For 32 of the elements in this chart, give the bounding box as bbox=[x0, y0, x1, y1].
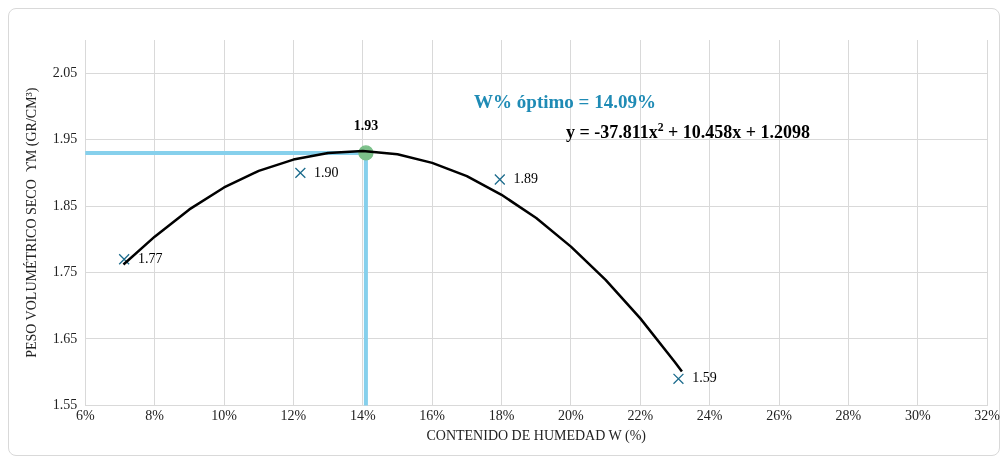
data-label: 1.59 bbox=[692, 370, 717, 386]
point bbox=[294, 167, 306, 179]
data-label: 1.90 bbox=[314, 164, 339, 180]
point bbox=[494, 173, 506, 186]
x-tick-label: 8% bbox=[145, 408, 165, 424]
y-axis-title: PESO VOLUMÉTRICO SECO ϒM (GR/CM³) bbox=[23, 87, 41, 358]
x-tick-label: 30% bbox=[904, 408, 931, 424]
x-tick-label: 28% bbox=[835, 408, 862, 424]
x-tick-label: 14% bbox=[349, 408, 376, 424]
point bbox=[672, 373, 685, 385]
x-tick-label: 32% bbox=[974, 408, 1001, 424]
y-tick-label: 1.95 bbox=[52, 131, 78, 147]
y-tick-label: 1.55 bbox=[52, 397, 78, 413]
y-tick-label: 1.85 bbox=[52, 197, 78, 213]
x-tick-label: 16% bbox=[419, 408, 446, 424]
y-tick-label: 1.65 bbox=[52, 330, 78, 346]
y-tick-label: 2.05 bbox=[52, 64, 78, 80]
x-tick-label: 20% bbox=[558, 408, 585, 424]
x-axis-title: CONTENIDO DE HUMEDAD W (%) bbox=[426, 428, 647, 445]
x-tick-label: 6% bbox=[75, 408, 95, 424]
x-tick-label: 26% bbox=[766, 408, 793, 424]
y-tick-label: 1.75 bbox=[52, 264, 78, 280]
data-label: 1.89 bbox=[513, 171, 539, 187]
x-tick-label: 12% bbox=[280, 408, 307, 424]
x-tick-label: 18% bbox=[488, 408, 515, 424]
x-tick-label: 10% bbox=[211, 408, 238, 424]
x-tick-label: 22% bbox=[627, 408, 654, 424]
annotation: W% óptimo = 14.09% bbox=[474, 91, 656, 112]
point bbox=[118, 253, 130, 265]
data-label: 1.77 bbox=[137, 250, 163, 266]
data-label: 1.93 bbox=[353, 117, 379, 133]
x-tick-label: 24% bbox=[696, 408, 723, 424]
